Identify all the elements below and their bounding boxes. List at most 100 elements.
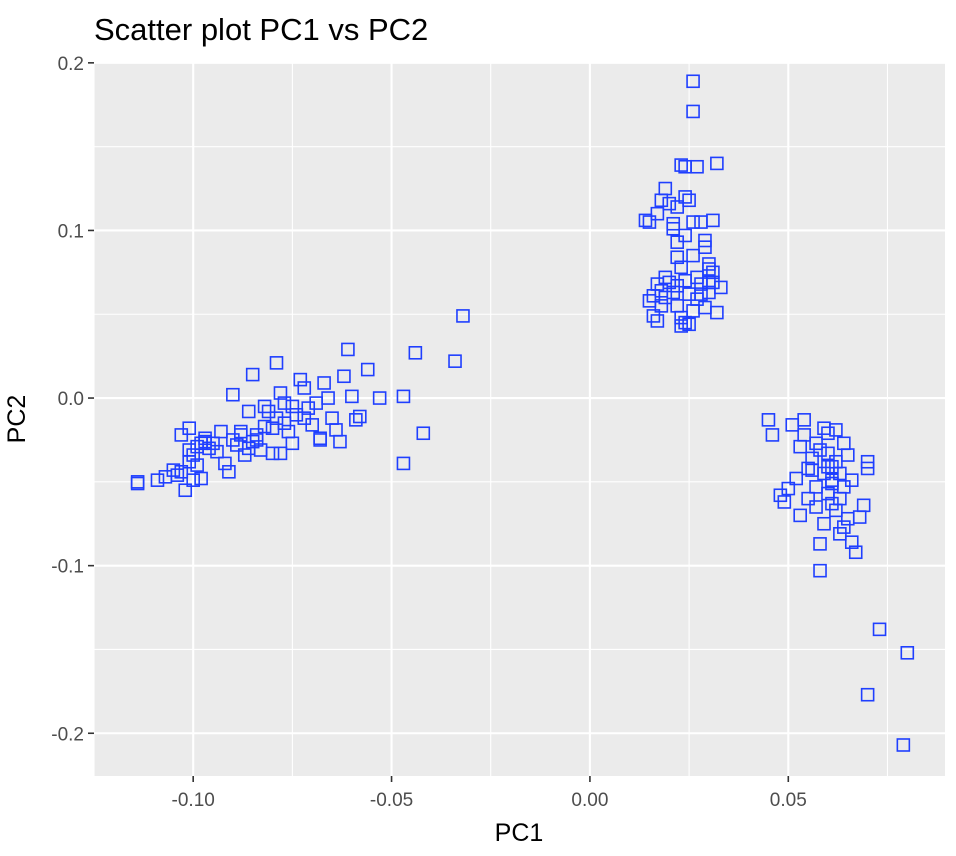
data-point <box>416 426 431 441</box>
data-point <box>821 426 835 441</box>
data-point <box>856 498 871 513</box>
data-point <box>789 471 804 486</box>
data-point <box>821 486 835 501</box>
data-point <box>345 389 359 404</box>
data-point <box>797 428 811 442</box>
data-point <box>190 458 204 472</box>
data-point <box>686 74 700 89</box>
data-point <box>222 464 236 479</box>
data-point <box>186 448 200 462</box>
data-point <box>813 443 827 457</box>
x-tick-label: 0.05 <box>770 790 807 811</box>
data-point <box>245 367 260 382</box>
data-point <box>678 228 692 243</box>
data-point <box>900 646 915 660</box>
axes: -0.10 -0.05 0.00 0.05 -0.2 -0.1 0.0 0.1 0.2 <box>51 54 807 811</box>
data-point <box>206 436 220 451</box>
data-point <box>797 413 811 427</box>
data-point <box>372 391 387 405</box>
data-point <box>360 362 375 377</box>
data-point <box>341 342 355 357</box>
data-point <box>821 459 835 474</box>
data-point <box>349 413 363 427</box>
plot-panel <box>94 62 945 776</box>
data-point <box>301 401 316 415</box>
data-point <box>662 196 677 211</box>
data-point <box>710 156 724 171</box>
data-point <box>817 516 831 531</box>
data-point <box>646 309 661 323</box>
data-point <box>178 483 193 498</box>
data-point <box>844 535 859 549</box>
data-point <box>130 476 145 491</box>
data-point <box>809 500 823 514</box>
data-point <box>333 434 347 449</box>
data-point <box>257 399 272 414</box>
x-tick-label: -0.05 <box>370 790 413 811</box>
data-point <box>321 391 335 405</box>
data-point <box>313 433 327 447</box>
data-point <box>860 461 875 476</box>
data-point <box>277 396 292 410</box>
data-point <box>706 213 720 228</box>
data-point <box>353 409 367 424</box>
data-point <box>285 399 300 414</box>
data-point <box>781 481 796 496</box>
data-point <box>840 448 855 462</box>
data-point <box>317 376 331 390</box>
data-point <box>678 273 692 288</box>
data-point <box>777 495 792 509</box>
data-point <box>194 471 208 486</box>
data-point <box>642 215 657 229</box>
data-point <box>408 345 423 360</box>
data-point <box>686 215 700 229</box>
data-point <box>678 190 692 204</box>
data-point <box>694 287 708 301</box>
data-point <box>218 456 232 471</box>
data-point <box>174 464 189 479</box>
data-point <box>710 305 724 320</box>
data-point <box>646 289 661 303</box>
data-point <box>273 386 288 400</box>
data-point <box>666 216 681 231</box>
data-point <box>186 473 200 487</box>
data-point <box>642 294 657 308</box>
data-point <box>678 315 692 330</box>
data-point <box>813 537 827 551</box>
data-point <box>448 354 462 368</box>
data-point <box>285 436 300 451</box>
data-point <box>896 738 911 752</box>
data-point <box>686 248 700 263</box>
y-tick-label: -0.2 <box>51 724 84 745</box>
data-point <box>801 491 815 506</box>
data-point <box>396 456 411 471</box>
data-point <box>273 446 288 461</box>
data-point <box>702 285 716 300</box>
data-point <box>277 416 292 430</box>
data-point <box>198 434 212 449</box>
data-point <box>456 309 470 323</box>
data-point <box>166 463 181 477</box>
data-point <box>860 687 875 702</box>
y-tick-label: 0.0 <box>58 389 84 410</box>
data-point <box>825 476 839 491</box>
data-point <box>674 319 688 333</box>
data-point <box>650 206 665 221</box>
data-point <box>670 250 685 265</box>
data-point <box>269 411 284 425</box>
data-point <box>765 428 780 442</box>
data-point <box>297 381 312 395</box>
data-point <box>214 424 228 439</box>
data-point <box>226 387 240 402</box>
data-point <box>829 423 843 437</box>
data-point <box>297 411 312 425</box>
data-point <box>702 262 716 276</box>
x-tick-label: -0.10 <box>172 790 215 811</box>
data-point <box>698 240 712 255</box>
chart-title: Scatter plot PC1 vs PC2 <box>94 12 428 47</box>
data-point <box>337 369 351 384</box>
data-point <box>674 260 688 275</box>
data-point <box>682 317 696 332</box>
data-point <box>821 446 835 461</box>
y-axis-title: PC2 <box>3 395 31 444</box>
